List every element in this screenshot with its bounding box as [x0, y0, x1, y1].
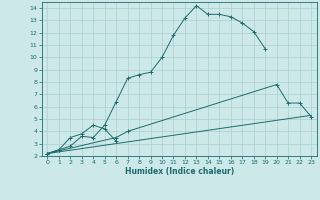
X-axis label: Humidex (Indice chaleur): Humidex (Indice chaleur)	[124, 167, 234, 176]
